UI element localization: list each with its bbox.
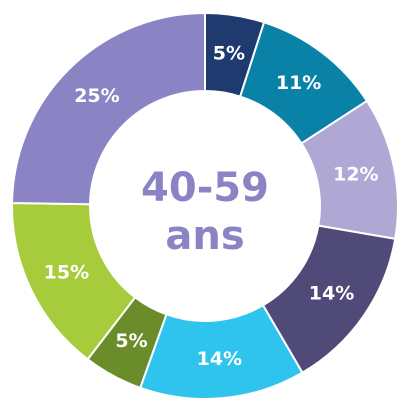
value-label: 5% [115, 330, 147, 352]
value-label: 11% [276, 72, 321, 94]
center-label: ans [165, 213, 244, 259]
segment [11, 11, 206, 206]
value-label: 14% [197, 348, 242, 370]
value-label: 5% [213, 42, 245, 64]
value-label: 14% [309, 282, 354, 304]
value-label: 25% [74, 85, 119, 107]
value-label: 15% [44, 262, 89, 284]
value-label: 12% [333, 164, 378, 186]
center-label: 40-59 [141, 165, 269, 211]
